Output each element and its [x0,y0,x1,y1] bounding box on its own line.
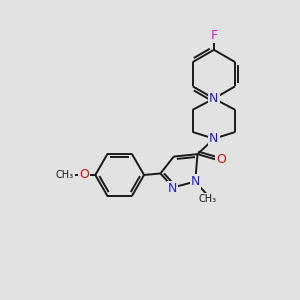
Text: N: N [168,182,177,194]
Text: N: N [191,175,200,188]
Text: N: N [209,92,219,105]
Text: O: O [79,169,89,182]
Text: CH₃: CH₃ [56,170,74,180]
Text: F: F [210,29,218,42]
Text: O: O [216,153,226,166]
Text: CH₃: CH₃ [199,194,217,204]
Text: N: N [209,132,219,145]
